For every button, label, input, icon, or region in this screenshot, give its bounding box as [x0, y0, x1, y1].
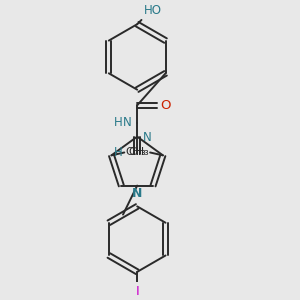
Text: O: O	[160, 99, 171, 112]
Text: N: N	[123, 116, 131, 130]
Text: H: H	[114, 116, 123, 130]
Text: CH₃: CH₃	[129, 148, 149, 158]
Text: H: H	[114, 146, 123, 159]
Text: N: N	[132, 187, 142, 200]
Text: CH₃: CH₃	[125, 148, 146, 158]
Text: HO: HO	[144, 4, 162, 17]
Text: I: I	[135, 285, 139, 298]
Text: N: N	[143, 131, 152, 144]
